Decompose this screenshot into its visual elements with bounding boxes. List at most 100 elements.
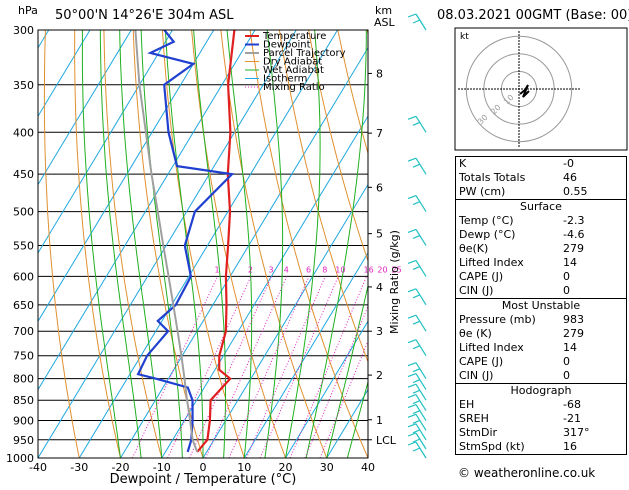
temp-tick-label: -40 <box>29 461 47 474</box>
pressure-tick-label: 400 <box>13 126 34 139</box>
wet-adiabat-line <box>141 30 182 458</box>
mu-thetae-value: 279 <box>560 327 627 341</box>
surface-title: Surface <box>456 200 627 215</box>
wind-barb-flag <box>408 14 416 17</box>
wind-barb-flag <box>408 374 416 377</box>
wind-barb <box>408 260 426 276</box>
dry-adiabat-line <box>250 30 368 458</box>
temp-tick-label: -30 <box>70 461 88 474</box>
isotherm-line <box>0 30 8 458</box>
wind-barb-staff <box>416 158 426 174</box>
sfc-cape-label: CAPE (J) <box>456 270 561 284</box>
pw-label: PW (cm) <box>456 185 561 200</box>
wind-barb-flag <box>413 380 420 383</box>
wind-barb-flag <box>413 369 420 372</box>
pressure-tick-label: 750 <box>13 350 34 363</box>
wind-barb <box>408 14 426 30</box>
mixing-ratio-line <box>189 276 271 458</box>
eh-label: EH <box>456 398 561 412</box>
x-axis-label: Dewpoint / Temperature (°C) <box>110 472 297 486</box>
km-tick-label: 6 <box>376 181 383 194</box>
wind-barb <box>408 315 426 331</box>
km-tick-label: 5 <box>376 228 383 241</box>
wind-barb <box>408 158 426 174</box>
sfc-thetae-label: θe(K) <box>456 242 561 256</box>
wind-barb-staff <box>416 116 426 132</box>
wind-barb-flag <box>408 363 416 366</box>
wind-barb-flag <box>408 196 416 199</box>
k-value: -0 <box>560 157 627 172</box>
km-tick-label: 2 <box>376 369 383 382</box>
wind-barb-flag <box>408 442 416 445</box>
wind-barb-flag <box>408 384 416 387</box>
sfc-cin-label: CIN (J) <box>456 284 561 299</box>
mu-title: Most Unstable <box>456 299 627 314</box>
dry-adiabat-line <box>309 30 451 458</box>
dry-adiabat-line <box>44 30 79 458</box>
sfc-temp-label: Temp (°C) <box>456 214 561 228</box>
mixing-ratio-label: 2 <box>248 265 253 274</box>
datetime-title: 08.03.2021 00GMT (Base: 00) <box>437 8 629 23</box>
wind-barb-staff <box>416 14 426 30</box>
pressure-tick-label: 950 <box>13 434 34 447</box>
mu-cin-label: CIN (J) <box>456 369 561 384</box>
wind-barb-flag <box>408 395 416 398</box>
pressure-tick-label: 350 <box>13 79 34 92</box>
wind-barb <box>408 116 426 132</box>
wet-adiabat-line <box>227 30 252 458</box>
wind-barb-flag <box>413 321 420 324</box>
hodograph-unit-label: kt <box>460 32 469 42</box>
mixing-ratio-label: 8 <box>322 265 327 274</box>
stmspd-value: 16 <box>560 440 627 455</box>
wind-barb-staff <box>416 289 426 305</box>
stmspd-label: StmSpd (kt) <box>456 440 561 455</box>
wind-barb <box>408 229 426 245</box>
credit-text: © weatheronline.co.uk <box>458 466 595 480</box>
tt-label: Totals Totals <box>456 171 561 185</box>
wind-barb-flag <box>408 405 416 408</box>
wind-barb-staff <box>416 442 426 458</box>
wind-barb-flag <box>408 433 416 436</box>
wind-barb <box>408 340 426 356</box>
series-temperature <box>197 30 234 452</box>
mu-li-label: Lifted Index <box>456 341 561 355</box>
mu-thetae-label: θe (K) <box>456 327 561 341</box>
wind-barb-flag <box>413 164 420 167</box>
sreh-label: SREH <box>456 412 561 426</box>
wind-barb-staff <box>416 196 426 212</box>
wind-barb-flag <box>408 414 416 417</box>
isotherm-line <box>79 30 337 458</box>
km-tick-label: 7 <box>376 127 383 140</box>
wind-barb-staff <box>416 229 426 245</box>
pressure-tick-label: 500 <box>13 206 34 219</box>
mixing-ratio-label: 6 <box>306 265 311 274</box>
wind-barb-staff <box>416 405 426 421</box>
wind-barb-flag <box>413 401 420 404</box>
wind-barb-flag <box>413 439 420 442</box>
sreh-value: -21 <box>560 412 627 426</box>
wind-barb-staff <box>416 340 426 356</box>
hodo-title: Hodograph <box>456 384 627 399</box>
wet-adiabat-line <box>306 30 366 458</box>
wind-barb-flag <box>408 229 416 232</box>
sfc-li-label: Lifted Index <box>456 256 561 270</box>
wind-barb-staff <box>416 424 426 440</box>
wind-barb-flag <box>413 202 420 205</box>
mixing-ratio-label: 20 <box>377 265 387 274</box>
wind-barb-flag <box>413 122 420 125</box>
wind-barb-flag <box>408 315 416 318</box>
wind-barb <box>408 196 426 212</box>
km-tick-label: 8 <box>376 67 383 80</box>
pressure-tick-label: 550 <box>13 239 34 252</box>
mixing-ratio-label: 3 <box>269 265 274 274</box>
wind-barb-flag <box>408 260 416 263</box>
km-tick-label: 3 <box>376 325 383 338</box>
wind-barb-flag <box>413 390 420 393</box>
sfc-li-value: 14 <box>560 256 627 270</box>
sfc-dewp-label: Dewp (°C) <box>456 228 561 242</box>
pressure-tick-label: 600 <box>13 270 34 283</box>
pressure-tick-label: 650 <box>13 299 34 312</box>
wind-barb <box>408 289 426 305</box>
wind-barb-flag <box>408 158 416 161</box>
dry-adiabat-line <box>75 30 121 458</box>
